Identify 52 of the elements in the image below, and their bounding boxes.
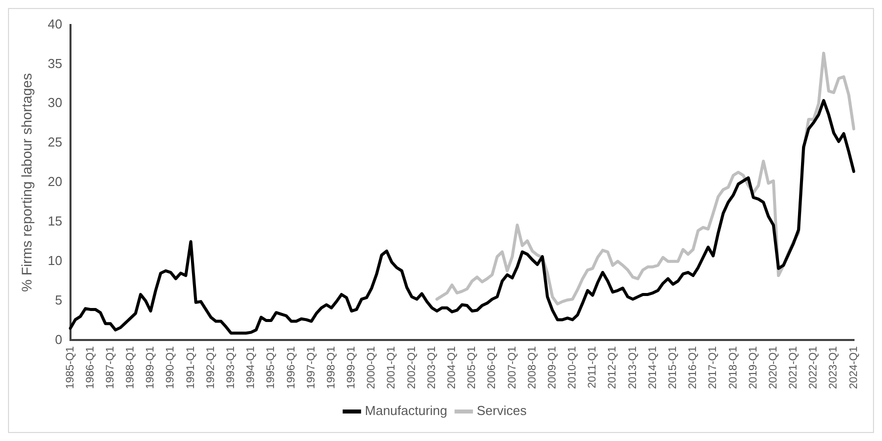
y-tick-label: 40	[48, 16, 62, 32]
x-tick-label: 1990-Q1	[164, 346, 177, 390]
x-tick-label: 2024-Q1	[848, 346, 860, 390]
x-tick-label: 1995-Q1	[265, 346, 278, 390]
x-tick-label: 1998-Q1	[325, 346, 338, 390]
x-tick-label: 2010-Q1	[566, 346, 579, 390]
x-tick-label: 1993-Q1	[225, 346, 238, 390]
x-tick-label: 2008-Q1	[526, 346, 538, 390]
legend-label: Manufacturing	[364, 403, 448, 418]
x-tick-label: 2003-Q1	[426, 346, 438, 390]
y-tick-label: 10	[48, 252, 62, 268]
x-tick-label: 2013-Q1	[626, 346, 639, 390]
x-tick-label: 1989-Q1	[144, 346, 157, 390]
x-tick-label: 2002-Q1	[406, 346, 418, 390]
x-tick-label: 2015-Q1	[667, 346, 680, 390]
x-tick-label: 2022-Q1	[808, 346, 820, 390]
y-tick-label: 35	[48, 56, 62, 71]
x-tick-label: 1994-Q1	[245, 346, 258, 390]
x-tick-label: 1991-Q1	[184, 346, 197, 390]
x-tick-label: 1996-Q1	[285, 346, 298, 390]
x-tick-label: 1997-Q1	[305, 346, 318, 390]
legend-label: Services	[476, 403, 528, 418]
x-tick-label: 2014-Q1	[646, 346, 659, 390]
x-tick-label: 2018-Q1	[727, 346, 740, 390]
y-tick-label: 20	[48, 174, 62, 190]
x-tick-label: 2019-Q1	[747, 346, 760, 390]
x-tick-label: 2012-Q1	[606, 346, 619, 390]
y-tick-label: 30	[48, 95, 62, 110]
y-tick-label: 0	[55, 332, 62, 347]
x-tick-label: 2020-Q1	[767, 346, 780, 390]
x-tick-label: 2023-Q1	[828, 346, 840, 390]
x-tick-label: 1987-Q1	[104, 346, 116, 390]
x-tick-label: 1999-Q1	[346, 346, 358, 390]
x-tick-label: 2021-Q1	[788, 346, 800, 390]
x-tick-label: 2011-Q1	[586, 346, 599, 388]
y-tick-label: 25	[48, 134, 62, 150]
x-tick-label: 2005-Q1	[466, 346, 478, 390]
x-tick-label: 2016-Q1	[687, 346, 700, 390]
y-tick-label: 5	[55, 292, 62, 308]
x-tick-label: 1992-Q1	[204, 346, 217, 390]
y-tick-label: 15	[48, 214, 62, 228]
x-tick-label: 2017-Q1	[707, 346, 720, 390]
x-tick-label: 1985-Q1	[64, 346, 76, 390]
x-tick-label: 2001-Q1	[386, 346, 398, 390]
x-tick-label: 1988-Q1	[124, 346, 137, 390]
x-tick-label: 2004-Q1	[446, 346, 458, 390]
x-tick-label: 2009-Q1	[546, 346, 558, 390]
x-tick-label: 2000-Q1	[366, 346, 378, 390]
x-tick-label: 2006-Q1	[486, 346, 498, 390]
y-axis-title: % Firms reporting labour shortages	[18, 73, 34, 292]
x-tick-label: 1986-Q1	[84, 346, 96, 390]
x-tick-label: 2007-Q1	[506, 346, 518, 390]
